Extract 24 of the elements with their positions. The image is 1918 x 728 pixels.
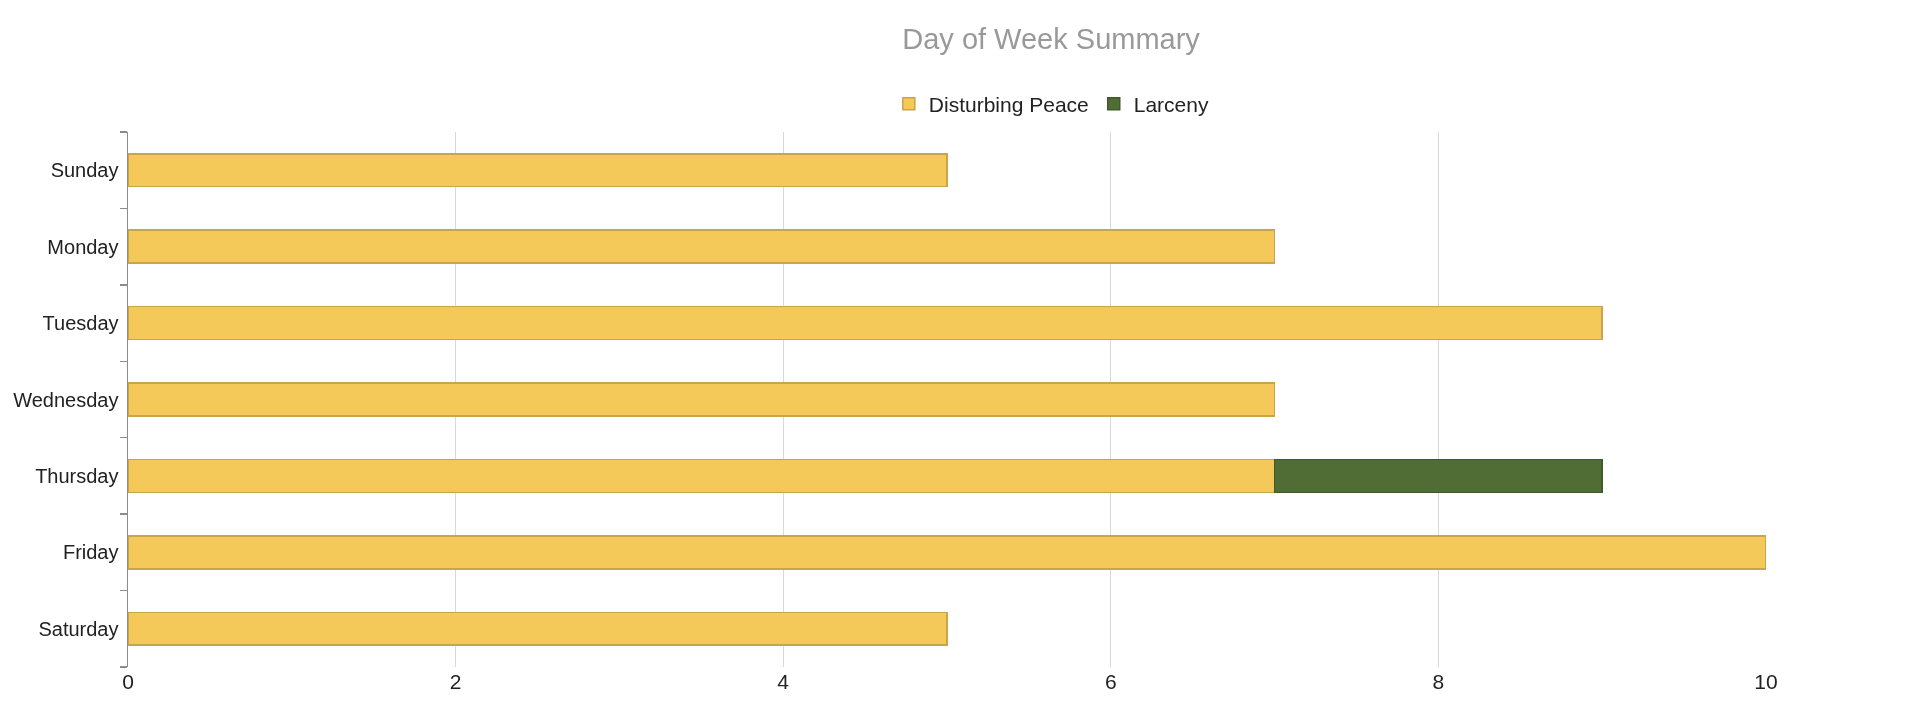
bar bbox=[128, 611, 948, 646]
y-tick-label: Saturday bbox=[38, 617, 119, 640]
legend-label: Disturbing Peace bbox=[928, 93, 1089, 117]
bar bbox=[128, 153, 948, 188]
x-tick-label: 8 bbox=[1432, 670, 1445, 693]
y-tick-label: Monday bbox=[47, 235, 119, 258]
legend-label: Larceny bbox=[1133, 93, 1209, 117]
x-tick-label: 2 bbox=[449, 670, 462, 693]
y-tick-label: Sunday bbox=[50, 159, 119, 182]
x-tick-label: 10 bbox=[1754, 670, 1778, 693]
x-tick-label: 4 bbox=[777, 670, 790, 693]
chart-title: Day of Week Summary bbox=[902, 23, 1201, 56]
bar bbox=[128, 458, 1276, 494]
bar bbox=[128, 535, 1766, 570]
y-tick-label: Friday bbox=[62, 541, 119, 564]
bar bbox=[128, 382, 1276, 417]
y-tick-label: Wednesday bbox=[13, 388, 119, 411]
bar bbox=[1273, 458, 1603, 494]
x-tick-label: 0 bbox=[122, 670, 134, 693]
bar bbox=[128, 305, 1603, 341]
bar bbox=[128, 229, 1276, 264]
y-tick-label: Tuesday bbox=[42, 312, 119, 335]
y-tick-label: Thursday bbox=[35, 464, 119, 487]
x-tick-label: 6 bbox=[1104, 670, 1117, 693]
